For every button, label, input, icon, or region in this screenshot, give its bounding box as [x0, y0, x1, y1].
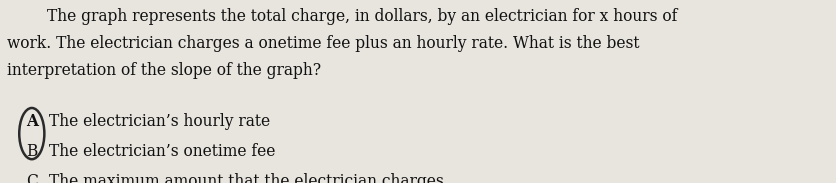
- Text: The maximum amount that the electrician charges: The maximum amount that the electrician …: [48, 173, 443, 183]
- Text: A: A: [26, 113, 38, 130]
- Text: work. The electrician charges a onetime fee plus an hourly rate. What is the bes: work. The electrician charges a onetime …: [7, 35, 639, 52]
- Text: The electrician’s onetime fee: The electrician’s onetime fee: [48, 143, 274, 160]
- Text: The graph represents the total charge, in dollars, by an electrician for x hours: The graph represents the total charge, i…: [47, 8, 676, 25]
- Text: B: B: [26, 143, 38, 160]
- Text: The electrician’s hourly rate: The electrician’s hourly rate: [48, 113, 269, 130]
- Text: C: C: [26, 173, 38, 183]
- Text: interpretation of the slope of the graph?: interpretation of the slope of the graph…: [7, 62, 320, 79]
